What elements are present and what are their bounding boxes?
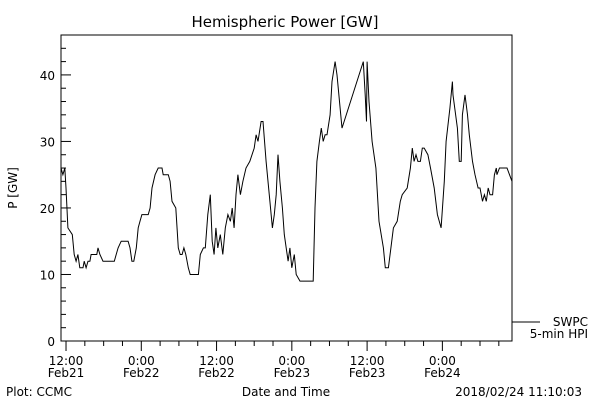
x-tick-label-date: Feb23 xyxy=(349,366,386,380)
x-tick-label-date: Feb22 xyxy=(123,366,160,380)
x-tick-label-date: Feb23 xyxy=(274,366,311,380)
y-axis-label: P [GW] xyxy=(6,167,20,209)
footer-right: 2018/02/24 11:10:03 xyxy=(455,385,582,399)
y-tick-label: 10 xyxy=(40,268,55,282)
x-tick-label-time: 0:00 xyxy=(278,354,305,368)
chart-title: Hemispheric Power [GW] xyxy=(192,13,379,31)
y-tick-label: 30 xyxy=(40,135,55,149)
footer-left: Plot: CCMC xyxy=(6,385,72,399)
y-tick-label: 40 xyxy=(40,69,55,83)
x-tick-label-date: Feb24 xyxy=(424,366,461,380)
x-axis-label: Date and Time xyxy=(242,385,330,399)
plot-frame xyxy=(60,34,513,342)
x-tick-label-time: 0:00 xyxy=(429,354,456,368)
y-tick-label: 20 xyxy=(40,202,55,216)
legend-label-2: 5-min HPI xyxy=(530,327,588,341)
x-tick-label-time: 12:00 xyxy=(49,354,84,368)
x-tick-label-time: 12:00 xyxy=(199,354,234,368)
x-axis: 12:00Feb210:00Feb2212:00Feb220:00Feb2312… xyxy=(48,341,500,380)
x-tick-label-time: 12:00 xyxy=(350,354,385,368)
y-axis: 0 10 20 30 40 xyxy=(40,34,71,349)
x-tick-label-time: 0:00 xyxy=(128,354,155,368)
x-tick-label-date: Feb21 xyxy=(48,366,85,380)
series-line-swpc-hpi xyxy=(60,61,513,282)
x-tick-label-date: Feb22 xyxy=(198,366,235,380)
legend-label-1: SWPC xyxy=(553,315,588,329)
y-tick-label: 0 xyxy=(47,335,55,349)
